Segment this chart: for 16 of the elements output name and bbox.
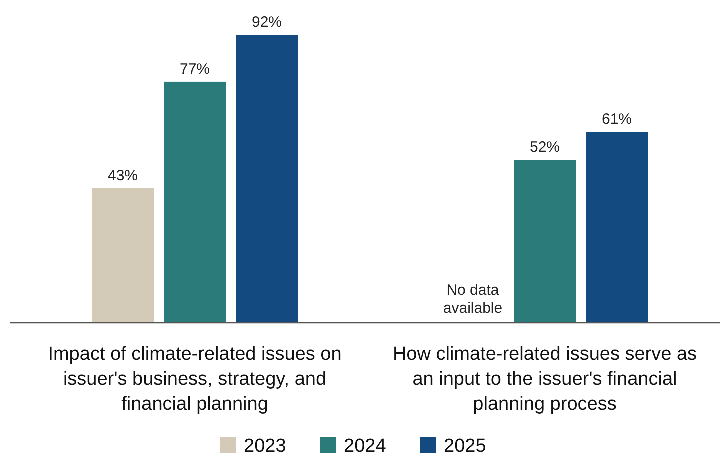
bar [586, 132, 648, 323]
bar [92, 188, 154, 323]
data-label: 92% [252, 14, 282, 31]
x-tick-label: Impact of climate-related issues on issuer's business, strategy, and financial planning [48, 344, 342, 415]
legend-label: 2024 [344, 436, 387, 457]
bar [164, 82, 226, 323]
bar [236, 35, 298, 323]
data-label: 77% [180, 60, 210, 78]
legend-label: 2023 [244, 436, 286, 457]
bar [514, 160, 576, 323]
legend-label: 2025 [444, 436, 486, 457]
annotation: No data available [443, 282, 503, 317]
data-label: 43% [108, 167, 138, 184]
data-label: 61% [602, 111, 632, 128]
data-label: 52% [530, 139, 560, 156]
x-tick-label: How climate-related issues serve as an input to the issuer's financial planning process [392, 344, 698, 415]
